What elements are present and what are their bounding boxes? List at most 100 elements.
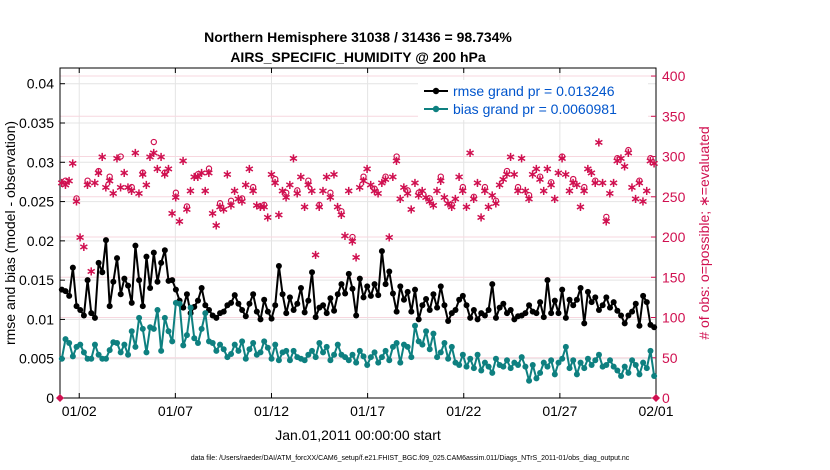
bias-point — [459, 351, 466, 358]
obs-evaluated-marker: ∗ — [163, 162, 174, 177]
obs-possible-marker — [106, 173, 113, 180]
rmse-point — [643, 299, 650, 306]
rmse-point — [459, 292, 466, 299]
bias-point — [309, 347, 316, 354]
obs-evaluated-marker: ∗ — [553, 166, 564, 181]
obs-evaluated-marker: ∗ — [71, 194, 82, 209]
legend-rmse-label: rmse grand pr = 0.013246 — [453, 83, 615, 99]
obs-evaluated-marker: ∗ — [391, 154, 402, 169]
obs-evaluated-marker: ∗ — [384, 231, 395, 246]
rmse-point — [378, 248, 385, 255]
obs-evaluated-marker: ∗ — [498, 173, 509, 188]
obs-evaluated-marker: ∗ — [380, 173, 391, 188]
bias-point — [202, 310, 209, 317]
bias-point — [180, 342, 187, 349]
axis-corner-diamond-left — [56, 394, 64, 402]
obs-evaluated-marker: ∗ — [538, 184, 549, 199]
bias-point — [143, 349, 150, 356]
rmse-point — [640, 292, 647, 299]
rmse-point — [481, 312, 488, 319]
obs-possible-marker — [150, 138, 158, 146]
obs-evaluated-marker: ∗ — [148, 146, 159, 161]
obs-evaluated-marker: ∗ — [358, 174, 369, 189]
rmse-point — [632, 300, 639, 307]
bias-point — [603, 362, 610, 368]
rmse-point — [375, 292, 382, 299]
bias-point — [102, 355, 109, 362]
obs-possible-marker — [437, 173, 444, 180]
obs-possible-marker — [62, 177, 69, 184]
bias-point — [489, 369, 496, 376]
bias-point — [621, 363, 628, 370]
bias-point — [250, 340, 257, 346]
legend-rmse-marker — [432, 87, 440, 95]
y-right-tick-label: 150 — [662, 269, 686, 285]
bias-point — [526, 377, 533, 384]
rmse-point — [327, 295, 334, 302]
rmse-point — [463, 302, 470, 309]
obs-evaluated-marker: ∗ — [299, 200, 310, 215]
rmse-point — [562, 314, 569, 321]
obs-evaluated-marker: ∗ — [413, 189, 424, 204]
y-right-tick-label: 100 — [662, 310, 686, 326]
bias-point — [500, 363, 507, 370]
obs-evaluated-marker: ∗ — [137, 168, 148, 183]
y-tick-label: 0.02 — [27, 233, 54, 249]
y-tick-label: 0 — [46, 390, 54, 406]
bias-point — [629, 357, 636, 364]
rmse-point — [323, 310, 330, 317]
rmse-point — [294, 300, 301, 307]
obs-possible-marker — [592, 177, 599, 184]
y-right-tick-label: 50 — [662, 350, 678, 366]
rmse-point — [573, 296, 580, 303]
obs-possible-marker — [216, 200, 224, 207]
bias-point — [540, 359, 547, 366]
obs-possible-marker — [503, 167, 511, 175]
bias-point — [640, 359, 647, 366]
obs-possible-marker — [272, 175, 279, 183]
obs-possible-marker — [647, 154, 654, 162]
obs-possible-marker — [117, 153, 124, 160]
rmse-point — [489, 281, 496, 288]
obs-possible-marker — [426, 195, 433, 202]
data-file-footer: data file: /Users/raeder/DAI/ATM_forcXX/… — [191, 455, 630, 462]
bias-point — [169, 338, 176, 345]
obs-evaluated-marker: ∗ — [281, 190, 292, 205]
obs-possible-marker — [260, 201, 268, 209]
obs-evaluated-marker: ∗ — [450, 192, 461, 207]
bias-point — [636, 371, 643, 378]
bias-point — [588, 362, 595, 368]
obs-evaluated-marker: ∗ — [590, 176, 601, 191]
obs-evaluated-marker: ∗ — [204, 166, 215, 181]
obs-evaluated-marker: ∗ — [424, 194, 435, 209]
rmse-point — [268, 315, 275, 322]
bias-point — [423, 328, 430, 335]
bias-point — [286, 357, 293, 364]
obs-possible-marker — [249, 183, 257, 191]
rmse-point — [290, 307, 297, 313]
bias-point — [522, 363, 529, 370]
bias-point — [106, 347, 113, 354]
obs-possible-marker — [382, 173, 389, 180]
bias-point — [607, 357, 614, 364]
obs-evaluated-marker: ∗ — [472, 176, 483, 191]
obs-evaluated-marker: ∗ — [318, 184, 329, 199]
rmse-point — [537, 299, 544, 306]
obs-evaluated-marker: ∗ — [340, 229, 351, 244]
bias-point — [257, 349, 264, 356]
obs-possible-marker — [459, 183, 467, 191]
rmse-point — [228, 299, 235, 306]
bias-point — [139, 325, 146, 332]
rmse-point — [154, 278, 161, 285]
obs-evaluated-marker: ∗ — [649, 156, 660, 171]
rmse-point — [614, 307, 621, 314]
rmse-point — [180, 304, 187, 311]
rmse-point — [467, 314, 474, 321]
bias-point — [625, 369, 632, 376]
rmse-point — [143, 253, 150, 260]
rmse-point — [117, 291, 124, 298]
rmse-point — [595, 307, 602, 313]
rmse-point — [239, 307, 246, 313]
rmse-point — [492, 314, 499, 321]
